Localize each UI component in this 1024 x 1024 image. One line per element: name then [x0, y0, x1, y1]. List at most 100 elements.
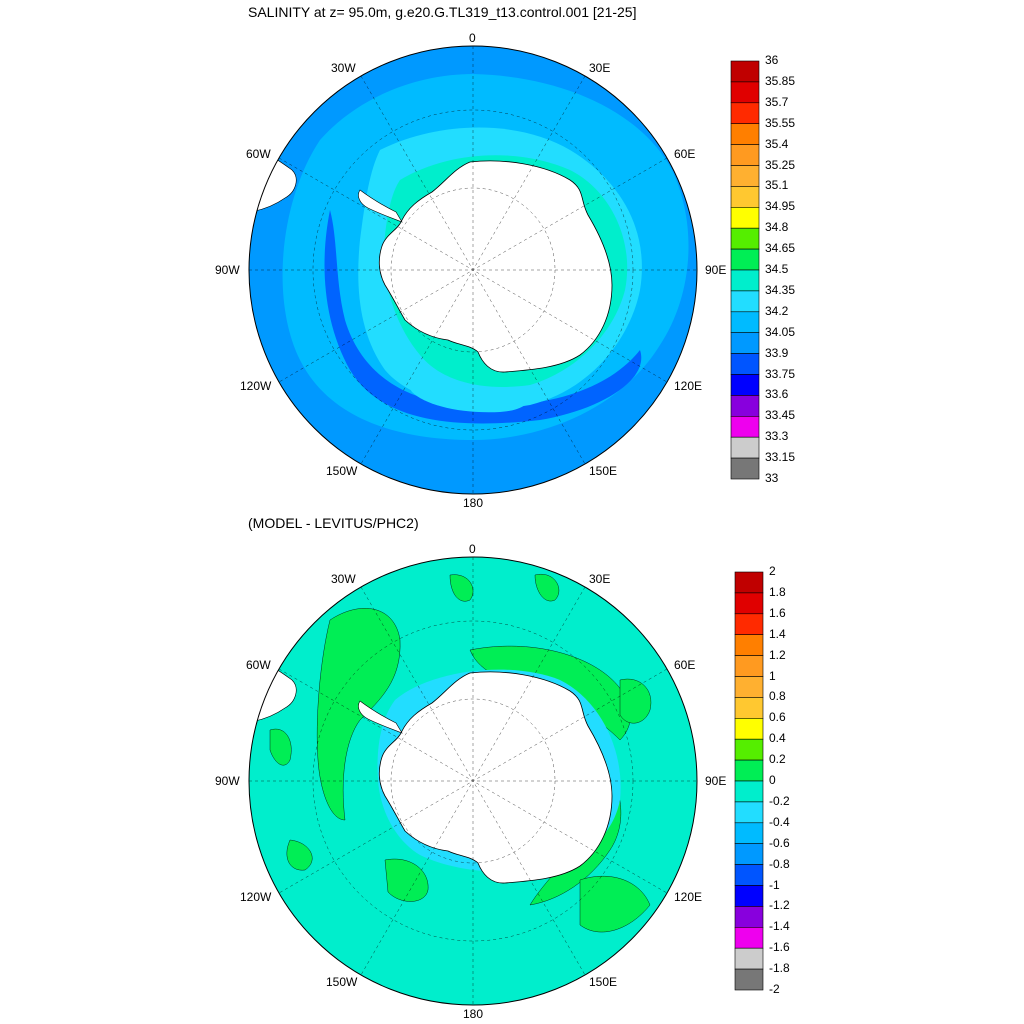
bottom-colorbar-tick-label: -0.6 [769, 835, 790, 850]
top-colorbar-swatch [730, 207, 760, 229]
bottom-colorbar-tick-label: 0 [769, 773, 776, 787]
bottom-panel-title: (MODEL - LEVITUS/PHC2) [248, 515, 419, 531]
top-colorbar-swatch [730, 60, 760, 83]
bottom-colorbar-tick-label: 0.2 [769, 752, 786, 767]
top-lon-label-0: 0 [469, 31, 476, 45]
top-colorbar-swatch [730, 457, 760, 480]
bottom-lon-label-30e: 30E [589, 572, 611, 586]
bottom-lon-label-0: 0 [469, 542, 476, 556]
top-lon-label-120e: 120E [674, 379, 703, 393]
top-map-border [248, 45, 698, 495]
top-lon-label-180: 180 [463, 496, 484, 510]
bottom-map-border [248, 556, 698, 1006]
bottom-graticule [249, 557, 697, 1005]
bottom-colorbar-tick-label: -1 [769, 877, 780, 892]
bottom-colorbar-swatch [734, 885, 764, 907]
bottom-lon-label-150w: 150W [326, 975, 358, 989]
bottom-colorbar-tick-label: 1.6 [769, 605, 786, 620]
top-colorbar-tick-label: 35.7 [765, 94, 789, 109]
top-colorbar-tick-label: 34.35 [765, 282, 796, 297]
bottom-colorbar-swatch [734, 738, 764, 761]
top-lon-label-30w: 30W [331, 61, 356, 75]
top-ocean-ross [406, 363, 531, 413]
bottom-colorbar [734, 571, 764, 991]
bottom-colorbar-tick-label: 1 [769, 668, 776, 683]
top-colorbar-tick-label: 34.8 [765, 220, 789, 235]
top-colorbar-tick-label: 34.65 [765, 241, 796, 256]
bottom-colorbar-swatch [734, 676, 764, 698]
bottom-lon-label-150e: 150E [589, 975, 618, 989]
top-colorbar-swatch [730, 227, 760, 250]
top-colorbar-tick-label: 35.25 [765, 157, 796, 172]
top-lon-label-90e: 90E [705, 263, 727, 277]
bottom-colorbar-tick-label: -0.2 [769, 793, 790, 808]
top-colorbar-tick-label: 33 [765, 471, 779, 485]
top-colorbar-tick-label: 33.15 [765, 450, 796, 465]
top-colorbar-tick-label: 35.4 [765, 136, 789, 151]
bottom-colorbar-tick-label: 0.4 [769, 731, 786, 746]
top-antarctica [378, 160, 613, 373]
bottom-colorbar-tick-label: -1.4 [769, 919, 790, 934]
bottom-lon-label-30w: 30W [331, 572, 356, 586]
bottom-lon-label-60w: 60W [246, 658, 271, 672]
top-colorbar-swatch [730, 144, 760, 166]
bottom-colorbar-swatch [734, 655, 764, 677]
bottom-lon-label-90w: 90W [215, 774, 240, 788]
top-lon-label-120w: 120W [240, 379, 272, 393]
bottom-colorbar-tick-label: 2 [769, 564, 776, 578]
top-colorbar-swatch [730, 269, 760, 292]
top-colorbar-tick-label: 34.95 [765, 199, 796, 214]
top-colorbar-swatch [730, 395, 760, 417]
bottom-colorbar-tick-label: -1.8 [769, 961, 790, 976]
top-colorbar-swatch [730, 415, 760, 438]
bottom-map [248, 556, 698, 1006]
top-peninsula [358, 189, 403, 223]
bottom-colorbar-tick-label: 1.4 [769, 626, 786, 641]
bottom-lon-label-120w: 120W [240, 890, 272, 904]
top-colorbar-swatch [730, 165, 760, 187]
top-colorbar-swatch [730, 290, 760, 313]
bottom-colorbar-swatch [734, 843, 764, 865]
bottom-colorbar-swatch [734, 947, 764, 970]
bottom-colorbar-swatch [734, 968, 764, 991]
top-lon-label-30e: 30E [589, 61, 611, 75]
bottom-lon-label-90e: 90E [705, 774, 727, 788]
top-lon-label-60e: 60E [674, 147, 696, 161]
top-panel-title: SALINITY at z= 95.0m, g.e20.G.TL319_t13.… [248, 4, 637, 20]
top-colorbar-swatch [730, 353, 760, 375]
top-colorbar-tick-label: 34.05 [765, 324, 796, 339]
bottom-colorbar-swatch [734, 613, 764, 635]
top-colorbar-swatch [730, 123, 760, 145]
top-colorbar-swatch [730, 436, 760, 459]
top-colorbar-swatch [730, 102, 760, 125]
top-lon-label-90w: 90W [215, 263, 240, 277]
top-lon-label-150e: 150E [589, 464, 618, 478]
bottom-colorbar-swatch [734, 717, 764, 740]
bottom-colorbar-tick-label: 1.8 [769, 584, 786, 599]
bottom-colorbar-tick-label: -0.8 [769, 856, 790, 871]
bottom-colorbar-tick-label: -1.2 [769, 898, 790, 913]
bottom-colorbar-swatch [734, 864, 764, 886]
bottom-lon-label-180: 180 [463, 1007, 484, 1021]
bottom-colorbar-swatch [734, 801, 764, 824]
top-colorbar-swatch [730, 311, 760, 333]
top-colorbar-tick-label: 33.9 [765, 345, 789, 360]
bottom-colorbar-swatch [734, 759, 764, 782]
top-colorbar-tick-label: 33.75 [765, 366, 796, 381]
bottom-colorbar-tick-label: 1.2 [769, 647, 786, 662]
top-lon-label-60w: 60W [246, 147, 271, 161]
bottom-lon-label-120e: 120E [674, 890, 703, 904]
bottom-colorbar-swatch [734, 697, 764, 719]
top-graticule [249, 46, 697, 494]
bottom-colorbar-swatch [734, 906, 764, 928]
top-colorbar-swatch [730, 374, 760, 396]
bottom-peninsula [358, 700, 403, 734]
top-colorbar-tick-label: 35.85 [765, 73, 796, 88]
top-colorbar-swatch [730, 332, 760, 354]
bottom-colorbar-tick-label: -1.6 [769, 940, 790, 955]
bottom-colorbar-swatch [734, 926, 764, 949]
bottom-lon-label-60e: 60E [674, 658, 696, 672]
top-colorbar-swatch [730, 186, 760, 208]
bottom-colorbar-tick-label: 0.8 [769, 689, 786, 704]
